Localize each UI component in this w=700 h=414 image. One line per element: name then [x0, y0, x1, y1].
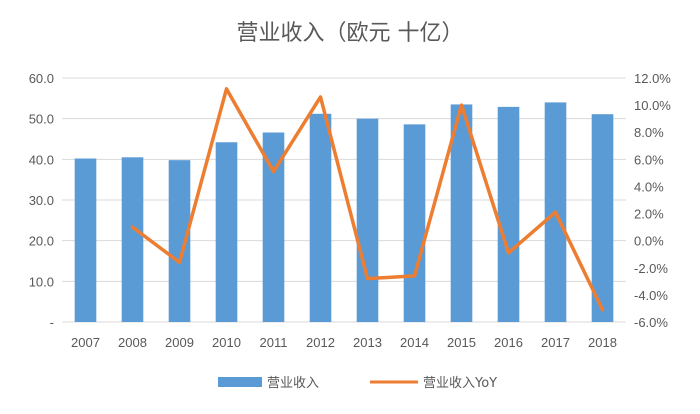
legend-label-line: 营业收入YoY	[423, 376, 497, 391]
x-tick-label: 2008	[118, 335, 147, 350]
chart-title: 营业收入（欧元 十亿）	[237, 21, 464, 46]
left-tick-label: 60.0	[29, 71, 54, 86]
bar	[450, 104, 473, 322]
bar	[121, 157, 144, 322]
right-tick-label: 0.0%	[634, 234, 664, 249]
x-tick-label: 2011	[260, 335, 288, 350]
yoy-line	[130, 87, 605, 312]
x-tick-label: 2009	[165, 335, 194, 350]
legend-label-bar: 营业收入	[267, 376, 319, 391]
x-tick-label: 2017	[541, 335, 570, 350]
bar	[591, 114, 614, 323]
right-tick-label: 8.0%	[634, 125, 664, 140]
right-tick-label: 4.0%	[634, 179, 664, 194]
x-axis: 2007 2008 2009 2010 2011 2012 2013 2014 2015 2016…	[71, 335, 617, 350]
left-tick-label: 10.0	[29, 274, 54, 289]
x-tick-label: 2013	[353, 335, 382, 350]
gridlines	[62, 77, 626, 323]
x-tick-label: 2016	[494, 335, 523, 350]
right-tick-label: 10.0%	[634, 98, 671, 113]
legend-swatch-bar	[218, 377, 262, 387]
right-tick-label: 6.0%	[634, 152, 664, 167]
bar	[403, 124, 426, 322]
right-tick-label: -2.0%	[634, 261, 668, 276]
left-tick-label: 50.0	[29, 112, 54, 127]
right-tick-label: 12.0%	[634, 71, 671, 86]
right-tick-label: -4.0%	[634, 288, 668, 303]
x-tick-label: 2012	[306, 335, 335, 350]
right-tick-label: 2.0%	[634, 207, 664, 222]
left-tick-label: 30.0	[29, 193, 54, 208]
bar	[309, 113, 332, 322]
line-series	[130, 87, 605, 312]
x-tick-label: 2015	[447, 335, 476, 350]
right-axis: -6.0% -4.0% -2.0% 0.0% 2.0% 4.0% 6.0% 8.0% 10.0%…	[634, 71, 671, 330]
legend: 营业收入 营业收入YoY	[218, 376, 497, 391]
bar	[168, 160, 191, 322]
right-tick-label: -6.0%	[634, 315, 668, 330]
bar	[356, 118, 379, 323]
bar-series	[74, 102, 614, 323]
x-tick-label: 2018	[588, 335, 617, 350]
left-tick-label: -	[50, 315, 54, 330]
left-tick-label: 40.0	[29, 152, 54, 167]
x-tick-label: 2014	[400, 335, 429, 350]
left-tick-label: 20.0	[29, 234, 54, 249]
x-tick-label: 2007	[71, 335, 100, 350]
bar	[215, 142, 238, 322]
bar	[262, 132, 285, 322]
x-tick-label: 2010	[212, 335, 241, 350]
bar	[497, 106, 520, 322]
bar	[74, 158, 97, 322]
left-axis: - 10.0 20.0 30.0 40.0 50.0 60.0	[29, 71, 54, 330]
